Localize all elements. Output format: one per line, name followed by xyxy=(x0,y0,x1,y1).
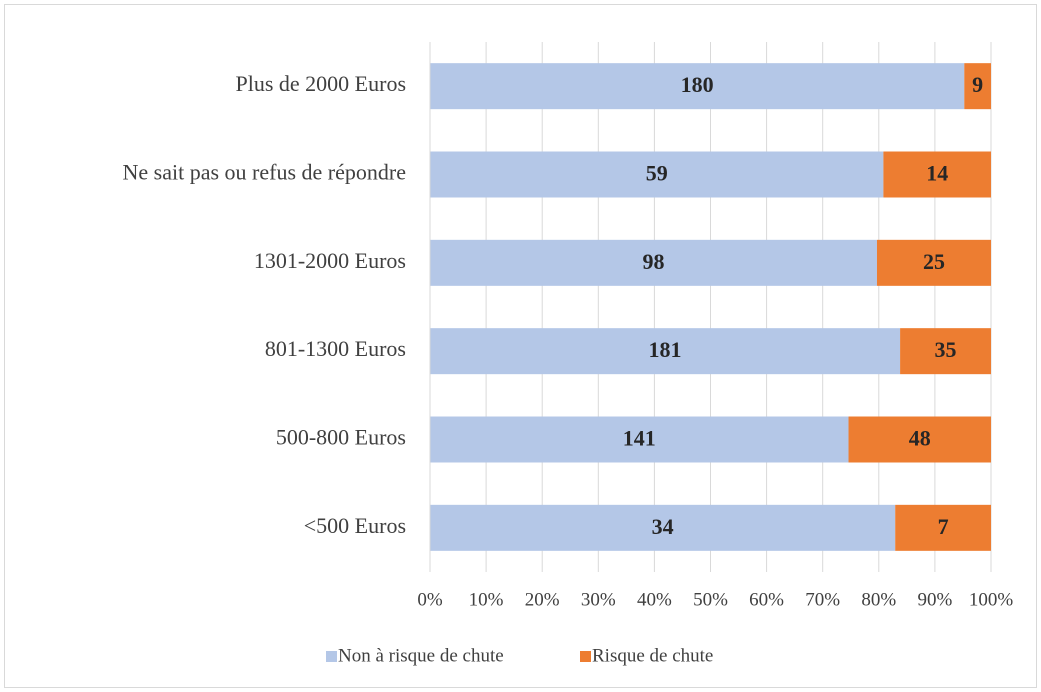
data-label: 9 xyxy=(972,72,983,97)
y-tick-label: Ne sait pas ou refus de répondre xyxy=(123,160,406,185)
data-label: 141 xyxy=(623,426,656,451)
bar-segment xyxy=(876,239,991,286)
bar-segment xyxy=(964,63,991,110)
x-tick-label: 80% xyxy=(861,589,896,610)
bar-segment xyxy=(900,328,991,375)
x-tick-label: 30% xyxy=(581,589,616,610)
y-tick-label: 1301-2000 Euros xyxy=(254,248,406,273)
x-tick-label: 40% xyxy=(637,589,672,610)
y-tick-label: Plus de 2000 Euros xyxy=(236,71,407,96)
data-label: 34 xyxy=(652,514,674,539)
bar-segment xyxy=(883,151,991,198)
data-label: 14 xyxy=(926,161,948,186)
data-label: 35 xyxy=(935,337,957,362)
y-tick-label: 801-1300 Euros xyxy=(265,336,406,361)
bar-segment xyxy=(895,504,991,551)
bar-segment xyxy=(430,151,884,198)
x-tick-label: 90% xyxy=(917,589,952,610)
data-label: 98 xyxy=(642,249,664,274)
y-tick-label: 500-800 Euros xyxy=(276,425,406,450)
x-tick-label: 10% xyxy=(469,589,504,610)
x-tick-label: 60% xyxy=(749,589,784,610)
legend-swatch xyxy=(326,651,337,662)
data-label: 180 xyxy=(681,72,714,97)
legend-swatch xyxy=(580,651,591,662)
bar-segment xyxy=(430,504,896,551)
legend-label: Non à risque de chute xyxy=(338,645,504,666)
data-label: 7 xyxy=(938,514,949,539)
data-label: 25 xyxy=(923,249,945,274)
x-tick-label: 100% xyxy=(969,589,1014,610)
legend-label: Risque de chute xyxy=(592,645,713,666)
x-tick-label: 0% xyxy=(417,589,443,610)
x-tick-label: 50% xyxy=(693,589,728,610)
data-label: 59 xyxy=(646,161,668,186)
bar-segment xyxy=(430,416,849,463)
y-tick-label: <500 Euros xyxy=(304,513,406,538)
bar-segment xyxy=(430,328,901,375)
bar-segment xyxy=(848,416,991,463)
x-tick-label: 70% xyxy=(805,589,840,610)
data-label: 48 xyxy=(909,426,931,451)
x-tick-label: 20% xyxy=(525,589,560,610)
data-label: 181 xyxy=(649,337,682,362)
bar-segment xyxy=(430,239,877,286)
bar-segment xyxy=(430,63,965,110)
